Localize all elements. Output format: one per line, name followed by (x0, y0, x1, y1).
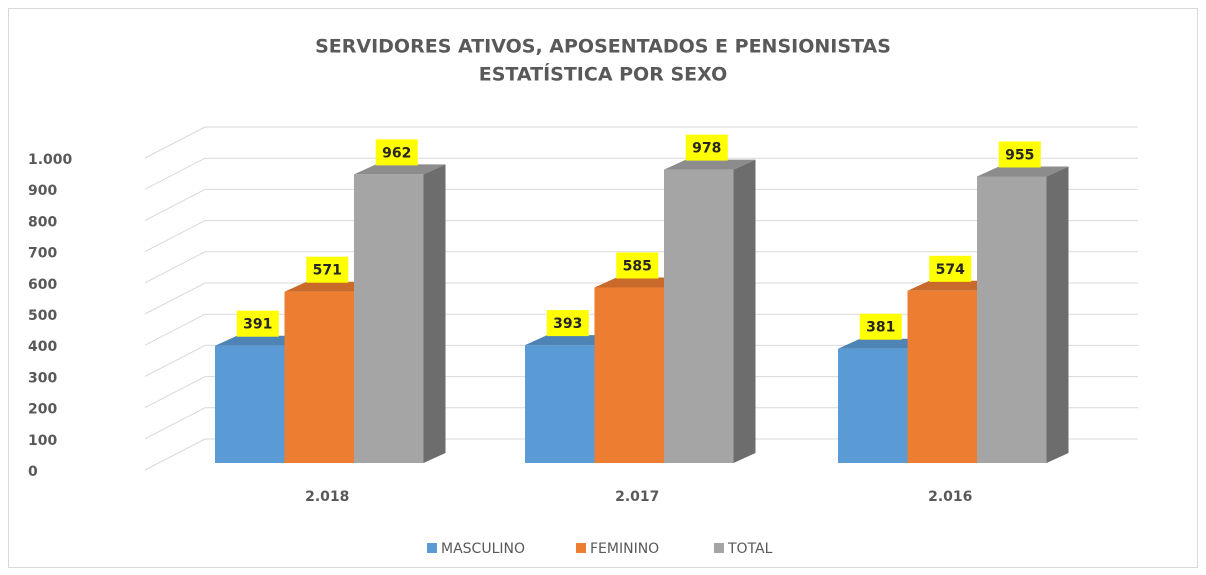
bar-side (1046, 166, 1069, 463)
legend-swatch (714, 543, 724, 553)
y-tick-label: 900 (28, 183, 57, 199)
y-tick-label: 400 (28, 339, 57, 355)
grid-line (144, 344, 1138, 377)
y-tick-label: 200 (28, 402, 57, 418)
data-label-box (236, 310, 279, 337)
bar-top (838, 338, 930, 349)
data-label: 978 (692, 141, 721, 157)
data-label: 955 (1005, 148, 1034, 164)
data-label-box (859, 313, 902, 340)
grid-line (144, 376, 1138, 409)
bar (838, 348, 908, 463)
legend-label: FEMININO (590, 541, 659, 557)
bar (664, 169, 734, 463)
bar (354, 174, 424, 463)
grid-line (144, 407, 1138, 440)
bar-top (284, 281, 376, 292)
bar (215, 345, 285, 463)
legend-label: TOTAL (727, 541, 773, 557)
data-label-box (306, 256, 349, 283)
data-label: 571 (313, 263, 342, 279)
x-tick-label: 2.017 (615, 489, 659, 505)
data-label: 393 (553, 316, 582, 332)
data-label-box (998, 141, 1041, 168)
grid-line (144, 188, 1138, 221)
bar (594, 287, 664, 463)
y-tick-label: 100 (28, 433, 57, 449)
bar-top (354, 164, 446, 175)
bar-top (215, 335, 307, 346)
bar-top (664, 159, 756, 170)
x-tick-label: 2.018 (305, 489, 349, 505)
bar-top (977, 166, 1069, 177)
y-tick-label: 300 (28, 370, 57, 386)
data-label: 962 (382, 145, 411, 161)
grid-line (144, 157, 1138, 190)
data-label: 381 (866, 320, 895, 336)
legend-swatch (576, 543, 586, 553)
data-label-box (546, 310, 589, 337)
grid-line (144, 220, 1138, 253)
bar (977, 176, 1047, 463)
legend-label: MASCULINO (441, 541, 525, 557)
bar (907, 290, 977, 463)
bar-top (594, 277, 686, 288)
grid-line (144, 438, 1138, 471)
y-tick-label: 500 (28, 308, 57, 324)
y-tick-label: 600 (28, 277, 57, 293)
bar-side (733, 159, 756, 463)
data-label: 391 (243, 317, 272, 333)
y-tick-label: 1.000 (28, 152, 73, 168)
y-tick-label: 800 (28, 214, 57, 230)
grid-line (144, 282, 1138, 315)
grid-line (144, 313, 1138, 346)
chart-title: SERVIDORES ATIVOS, APOSENTADOS E PENSION… (315, 36, 891, 58)
y-tick-label: 700 (28, 246, 57, 262)
data-label: 574 (936, 262, 965, 278)
y-tick-label: 0 (28, 464, 38, 480)
bar (525, 345, 595, 463)
x-tick-label: 2.016 (928, 489, 972, 505)
legend-swatch (427, 543, 437, 553)
data-label-box (929, 255, 972, 282)
grid-line (144, 251, 1138, 284)
bar-top (525, 335, 617, 346)
chart-title: ESTATÍSTICA POR SEXO (479, 63, 728, 86)
grid-line (144, 126, 1138, 159)
bar-top (907, 280, 999, 291)
bar (284, 291, 354, 463)
data-label: 585 (623, 259, 652, 275)
data-label-box (685, 134, 728, 161)
bar-side (423, 164, 446, 463)
data-label-box (375, 139, 418, 166)
data-label-box (616, 252, 659, 279)
